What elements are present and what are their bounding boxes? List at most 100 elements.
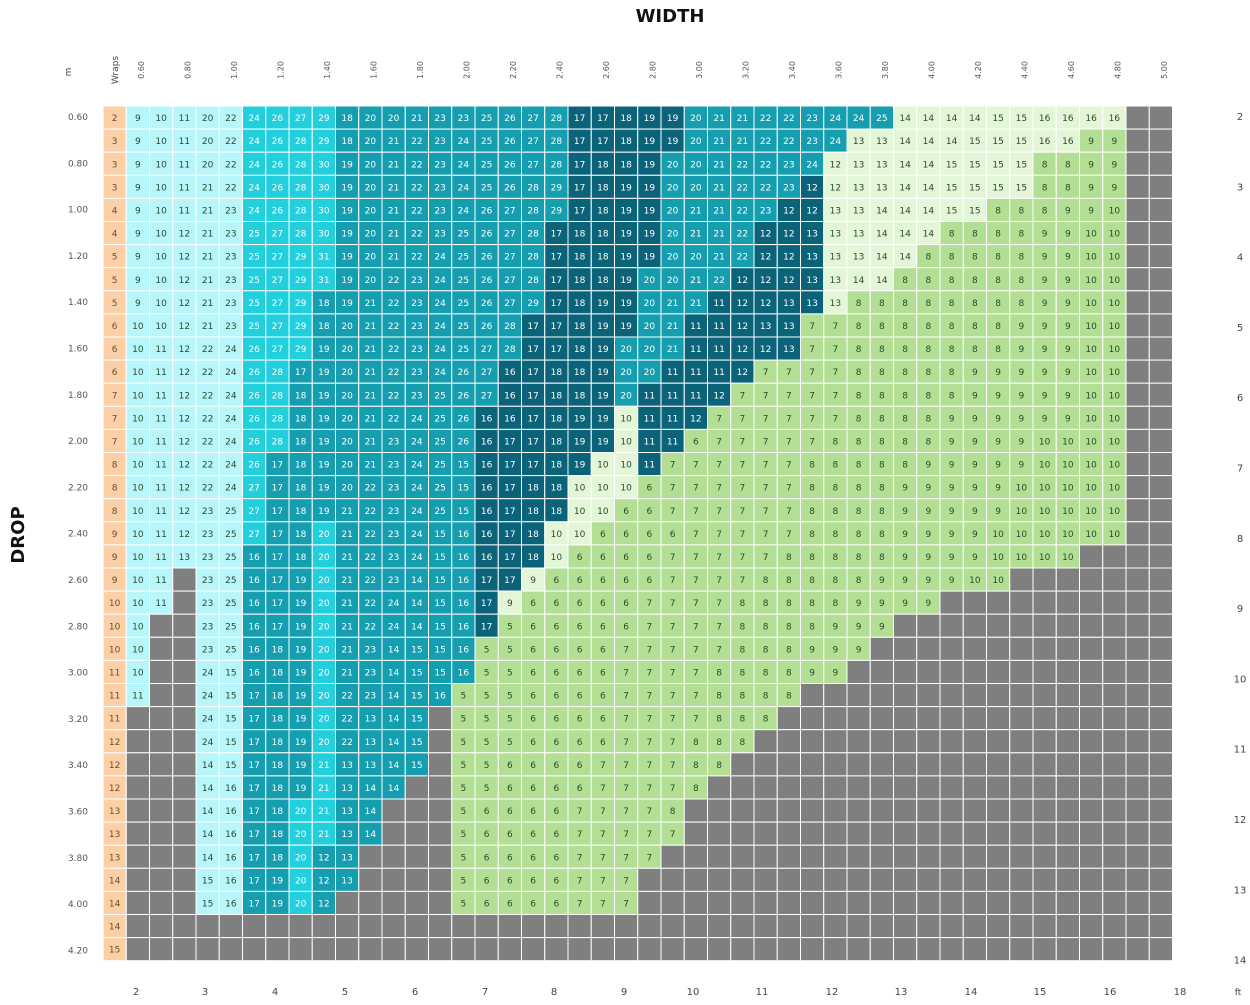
cell-value: 12: [713, 391, 724, 401]
cell-value: 9: [949, 484, 955, 494]
unavailable-cell: [1079, 683, 1104, 708]
cell-value: 9: [1042, 414, 1048, 424]
cell-value: 10: [132, 599, 144, 609]
cell-value: 16: [458, 599, 470, 609]
cell-value: 9: [1088, 206, 1094, 216]
cell-value: 19: [341, 299, 353, 309]
cell-value: 20: [202, 160, 214, 170]
cell-value: 9: [902, 530, 908, 540]
unavailable-cell: [1125, 775, 1150, 800]
cell-value: 20: [202, 114, 214, 124]
unavailable-cell: [172, 613, 197, 638]
cell-value: 19: [597, 322, 609, 332]
unavailable-cell: [1079, 890, 1104, 916]
cell-value: 6: [530, 784, 536, 794]
cell-value: 7: [740, 484, 746, 494]
cell-value: 20: [644, 345, 656, 355]
unavailable-cell: [962, 775, 987, 800]
unavailable-cell: [125, 775, 150, 800]
unavailable-cell: [800, 752, 825, 777]
cell-value: 20: [318, 668, 330, 678]
cell-value: 16: [458, 576, 470, 586]
cell-value: 5: [507, 738, 513, 748]
cell-value: 19: [620, 322, 632, 332]
cell-value: 18: [551, 437, 563, 447]
cell-value: 10: [1085, 484, 1097, 494]
wraps-value: 3: [112, 137, 118, 147]
cell-value: 8: [856, 461, 862, 471]
cell-value: 21: [667, 299, 678, 309]
cell-value: 17: [248, 692, 259, 702]
cell-value: 24: [225, 368, 237, 378]
cell-value: 23: [388, 484, 399, 494]
unavailable-cell: [1125, 683, 1150, 708]
cell-value: 19: [341, 160, 353, 170]
unavailable-cell: [776, 752, 801, 777]
unavailable-cell: [1079, 567, 1104, 592]
cell-value: 18: [620, 137, 632, 147]
cell-value: 26: [504, 160, 516, 170]
cell-value: 30: [318, 183, 330, 193]
cell-value: 6: [577, 784, 583, 794]
cell-value: 23: [225, 230, 236, 240]
cell-value: 17: [504, 437, 515, 447]
cell-value: 24: [806, 160, 818, 170]
cell-value: 6: [554, 738, 560, 748]
cell-value: 15: [1016, 160, 1027, 170]
cell-value: 17: [551, 253, 562, 263]
cell-value: 18: [295, 507, 307, 517]
cell-value: 18: [295, 414, 307, 424]
unavailable-cell: [939, 867, 964, 892]
unavailable-cell: [962, 844, 987, 869]
cell-value: 16: [225, 899, 237, 909]
cell-value: 24: [830, 137, 842, 147]
cell-value: 21: [341, 599, 352, 609]
cell-value: 22: [737, 253, 748, 263]
unavailable-cell: [1148, 336, 1173, 361]
unavailable-cell: [846, 775, 871, 800]
drop-m-tick: 2.40: [68, 530, 88, 540]
cell-value: 30: [318, 230, 330, 240]
unavailable-cell: [800, 798, 825, 823]
cell-value: 11: [179, 160, 190, 170]
unavailable-cell: [1148, 174, 1173, 199]
cell-value: 9: [879, 622, 885, 632]
wraps-value: 2: [112, 114, 118, 124]
cell-value: 8: [1019, 230, 1025, 240]
cell-value: 6: [623, 576, 629, 586]
cell-value: 7: [763, 461, 769, 471]
cell-value: 10: [1109, 206, 1121, 216]
cell-value: 14: [411, 599, 423, 609]
cell-value: 22: [225, 114, 236, 124]
unavailable-cell: [381, 867, 406, 892]
cell-value: 9: [949, 507, 955, 517]
unavailable-cell: [916, 683, 941, 708]
cell-value: 14: [899, 114, 911, 124]
unavailable-cell: [1148, 544, 1173, 569]
wraps-value: 9: [112, 576, 118, 586]
cell-value: 7: [670, 461, 676, 471]
cell-value: 14: [365, 830, 377, 840]
cell-value: 14: [876, 276, 888, 286]
cell-value: 23: [225, 206, 236, 216]
cell-value: 6: [577, 645, 583, 655]
cell-value: 7: [670, 645, 676, 655]
cell-value: 14: [899, 183, 911, 193]
cell-value: 17: [481, 599, 492, 609]
cell-value: 16: [481, 507, 493, 517]
cell-value: 10: [620, 414, 632, 424]
unavailable-cell: [962, 798, 987, 823]
cell-value: 8: [809, 461, 815, 471]
cell-value: 9: [926, 553, 932, 563]
unavailable-cell: [218, 914, 243, 939]
cell-value: 7: [670, 715, 676, 725]
unavailable-cell: [614, 914, 639, 939]
cell-value: 26: [272, 160, 284, 170]
cell-value: 8: [972, 345, 978, 355]
cell-value: 11: [713, 368, 724, 378]
unavailable-cell: [195, 937, 220, 962]
cell-value: 28: [272, 368, 284, 378]
cell-value: 20: [644, 299, 656, 309]
cell-value: 31: [318, 253, 329, 263]
cell-value: 8: [1065, 160, 1071, 170]
